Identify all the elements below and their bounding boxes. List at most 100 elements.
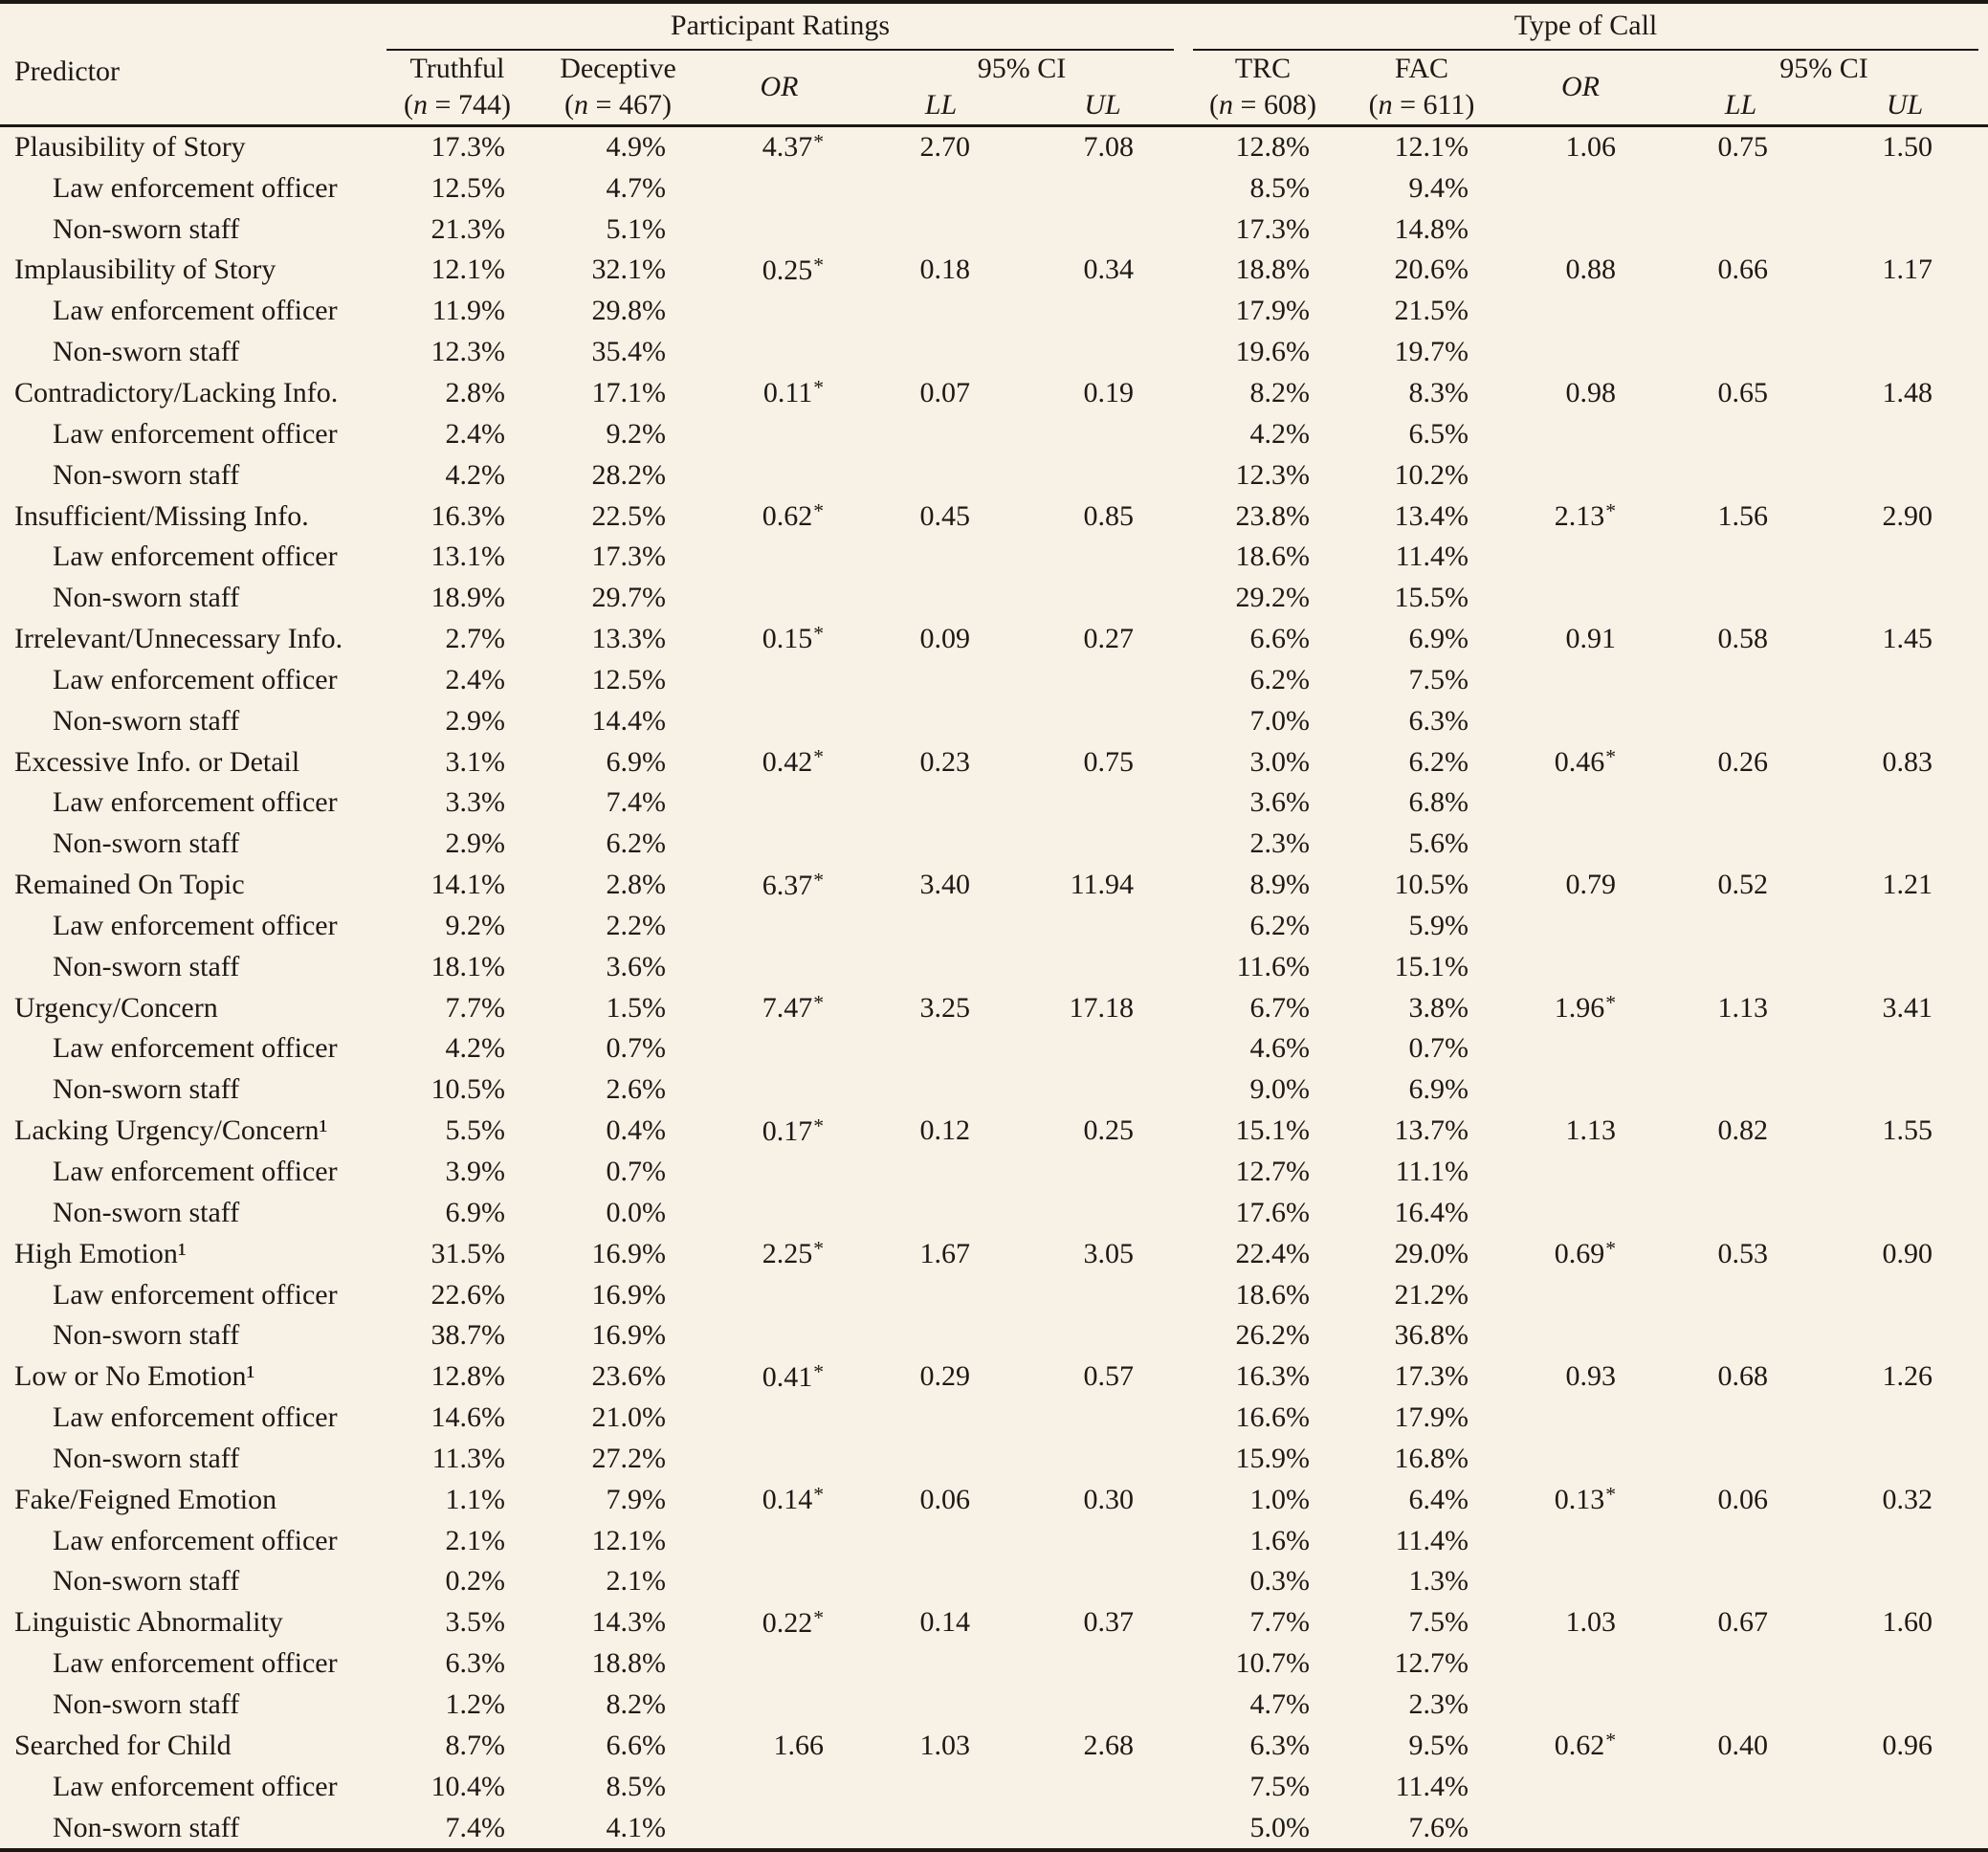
cell-or-calltype	[1501, 783, 1660, 824]
predictor-cell: Law enforcement officer	[53, 663, 338, 695]
cell-or-ratings: 0.42*	[762, 744, 824, 779]
group-header-type-of-call: Type of Call	[1183, 2, 1988, 51]
cell-or-ratings: 0.11*	[762, 376, 824, 409]
cell-truthful: 22.6%	[431, 1278, 506, 1311]
cell-fac: 16.8%	[1394, 1442, 1469, 1474]
table-row: Non-sworn staff 0.2% 2.1% 0.3% 1.3%	[0, 1561, 1988, 1602]
cell-ul-ratings	[1022, 1192, 1183, 1233]
cell-fac: 10.5%	[1394, 869, 1469, 901]
cell-ul-ratings	[1022, 332, 1183, 373]
cell-ll-calltype	[1660, 413, 1822, 454]
predictor-cell: Contradictory/Lacking Info.	[14, 376, 339, 408]
cell-or-calltype	[1501, 946, 1660, 987]
cell-truthful: 12.3%	[431, 336, 506, 368]
cell-ul-ratings: 3.05	[1083, 1237, 1135, 1269]
cell-deceptive: 5.1%	[606, 212, 667, 245]
cell-or-ratings	[698, 332, 860, 373]
cell-deceptive: 14.3%	[591, 1606, 667, 1639]
cell-deceptive: 35.4%	[591, 336, 667, 368]
cell-truthful: 2.9%	[445, 827, 506, 860]
cell-ul-calltype: 0.90	[1882, 1237, 1933, 1269]
cell-ul-calltype	[1822, 578, 1988, 619]
predictor-cell: Non-sworn staff	[53, 1565, 240, 1598]
cell-fac: 9.4%	[1408, 171, 1469, 204]
cell-trc: 8.9%	[1249, 869, 1311, 901]
cell-or-calltype: 0.13*	[1554, 1483, 1616, 1516]
predictor-cell: Law enforcement officer	[53, 1156, 338, 1188]
cell-or-ratings	[698, 291, 860, 332]
cell-deceptive: 4.9%	[606, 130, 667, 163]
cell-deceptive: 16.9%	[591, 1278, 667, 1311]
cell-ul-ratings	[1022, 1520, 1183, 1561]
cell-or-ratings	[698, 1315, 860, 1356]
cell-deceptive: 1.5%	[606, 991, 667, 1024]
cell-ll-ratings	[860, 946, 1022, 987]
cell-or-ratings: 7.47*	[762, 991, 824, 1025]
predictor-cell: Law enforcement officer	[53, 909, 338, 941]
cell-or-ratings: 0.15*	[762, 622, 824, 655]
cell-deceptive: 0.7%	[606, 1156, 667, 1188]
cell-ul-ratings: 0.37	[1083, 1606, 1135, 1639]
cell-ll-ratings	[860, 659, 1022, 700]
cell-ul-ratings	[1022, 946, 1183, 987]
cell-ll-calltype	[1660, 167, 1822, 209]
cell-fac: 12.7%	[1394, 1647, 1469, 1680]
predictor-cell: Non-sworn staff	[53, 1319, 240, 1352]
cell-deceptive: 7.4%	[606, 786, 667, 819]
cell-ul-calltype	[1822, 1807, 1988, 1850]
cell-truthful: 3.9%	[445, 1156, 506, 1188]
cell-ul-calltype: 1.26	[1882, 1360, 1933, 1393]
cell-fac: 19.7%	[1394, 336, 1469, 368]
cell-ll-calltype	[1660, 700, 1822, 741]
cell-deceptive: 22.5%	[591, 499, 667, 532]
cell-ul-ratings	[1022, 1766, 1183, 1807]
column-header-fac: FAC (n = 611)	[1368, 53, 1475, 121]
cell-or-ratings	[698, 1439, 860, 1480]
cell-ll-calltype	[1660, 537, 1822, 578]
cell-trc: 16.3%	[1235, 1360, 1311, 1393]
cell-or-calltype	[1501, 537, 1660, 578]
cell-ul-ratings: 17.18	[1069, 991, 1135, 1024]
cell-or-calltype: 0.46*	[1554, 744, 1616, 779]
cell-or-ratings: 0.14*	[762, 1483, 824, 1516]
cell-or-ratings	[698, 167, 860, 209]
cell-trc: 6.7%	[1249, 991, 1311, 1024]
predictor-cell: Linguistic Abnormality	[14, 1606, 283, 1639]
cell-or-ratings	[698, 1561, 860, 1602]
cell-ll-calltype	[1660, 1398, 1822, 1439]
table-header: Predictor Participant Ratings Type of Ca…	[0, 2, 1988, 125]
cell-trc: 17.3%	[1235, 212, 1311, 245]
table-row: Searched for Child 8.7% 6.6% 1.66 1.03 2…	[0, 1725, 1988, 1766]
cell-ul-ratings	[1022, 1069, 1183, 1111]
cell-or-calltype: 0.91	[1565, 623, 1617, 655]
predictor-cell: Insufficient/Missing Info.	[14, 499, 309, 532]
cell-or-ratings	[698, 1520, 860, 1561]
cell-deceptive: 28.2%	[591, 458, 667, 491]
cell-trc: 8.2%	[1249, 376, 1311, 408]
cell-or-calltype: 0.93	[1565, 1360, 1617, 1393]
cell-or-ratings	[698, 578, 860, 619]
cell-ul-ratings	[1022, 167, 1183, 209]
cell-fac: 17.3%	[1394, 1360, 1469, 1393]
cell-truthful: 18.1%	[431, 950, 506, 982]
cell-or-ratings: 1.66	[773, 1729, 825, 1761]
cell-fac: 6.5%	[1408, 417, 1469, 450]
cell-ll-ratings: 3.40	[919, 869, 971, 901]
cell-ll-ratings: 0.06	[919, 1483, 971, 1515]
cell-or-calltype	[1501, 1069, 1660, 1111]
cell-or-calltype	[1501, 1561, 1660, 1602]
cell-trc: 11.6%	[1236, 950, 1310, 982]
cell-ll-calltype: 0.52	[1717, 869, 1769, 901]
cell-or-calltype	[1501, 1274, 1660, 1315]
cell-ll-ratings	[860, 413, 1022, 454]
cell-trc: 19.6%	[1235, 336, 1311, 368]
cell-deceptive: 18.8%	[591, 1647, 667, 1680]
cell-ul-calltype	[1822, 1561, 1988, 1602]
cell-ul-calltype	[1822, 454, 1988, 496]
table-row: Law enforcement officer 3.3% 7.4% 3.6% 6…	[0, 783, 1988, 824]
cell-ul-ratings	[1022, 783, 1183, 824]
cell-fac: 15.5%	[1394, 582, 1469, 614]
table-row: Non-sworn staff 11.3% 27.2% 15.9% 16.8%	[0, 1439, 1988, 1480]
cell-or-calltype	[1501, 1398, 1660, 1439]
cell-deceptive: 32.1%	[591, 254, 667, 286]
